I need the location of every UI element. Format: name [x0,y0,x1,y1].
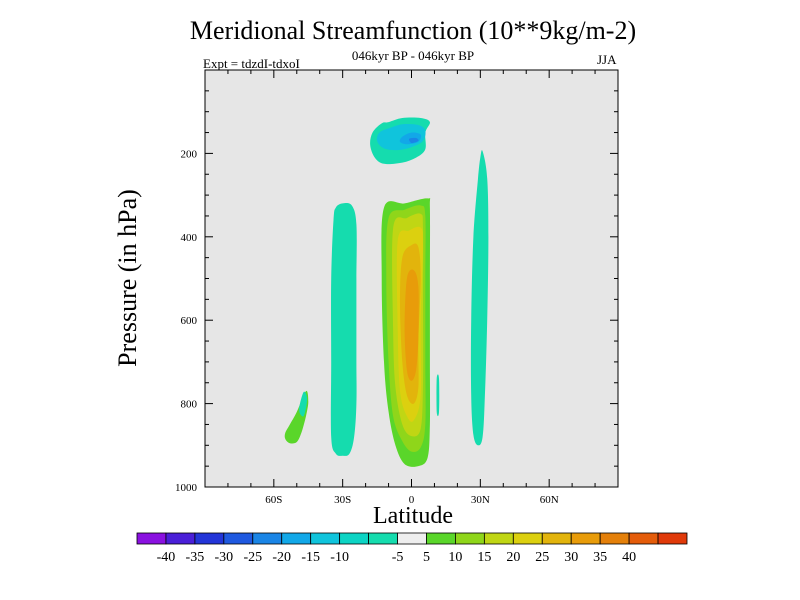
colorbar-swatch [628,532,659,545]
y-tick-label: 200 [181,148,198,160]
x-tick-label: 30S [334,494,351,506]
colorbar-swatch [397,532,427,545]
colorbar-label: 15 [477,550,491,565]
colorbar-swatch [483,532,514,545]
contour-upper-cell-middle [376,123,426,151]
colorbar-label: 10 [448,550,462,565]
colorbar-label: -30 [215,550,234,565]
x-tick-label: 60N [540,494,559,506]
colorbar-label: -20 [272,550,291,565]
colorbar-label: 30 [564,550,578,565]
contour-upper-cell-core [408,137,419,144]
colorbar-swatch [281,532,312,545]
colorbar-swatch [252,532,283,545]
colorbar-swatch [570,532,601,545]
colorbar-swatch [194,532,225,545]
colorbar-swatch [599,532,630,545]
colorbar-label: -40 [157,550,176,565]
colorbar-swatch [339,532,369,545]
axis-ticks: 60S 30S 0 30N 60N 200 400 600 800 1000 [175,70,618,506]
y-tick-label: 1000 [175,482,198,494]
colorbar-label: -10 [330,550,349,565]
chart-title: Meridional Streamfunction (10**9kg/m-2) [189,16,637,45]
x-tick-label: 0 [409,494,415,506]
colorbar-swatch [310,532,341,545]
season-label: JJA [597,52,617,67]
contour-thin-sliver [436,374,440,417]
colorbar-swatch [426,532,456,545]
colorbar-label: 25 [535,550,549,565]
colorbar-label: -15 [301,550,320,565]
colorbar-label: 5 [423,550,430,565]
colorbar: -40 -35 -30 -25 -20 -15 -10 -5 5 10 15 20 25 30 35 40 [136,532,688,565]
colorbar-swatch [223,532,254,545]
y-tick-label: 600 [181,315,198,327]
x-tick-label: 60S [265,494,282,506]
chart-subtitle: 046kyr BP - 046kyr BP [351,48,475,63]
colorbar-swatch [657,532,688,545]
colorbar-swatch [455,532,485,545]
colorbar-label: -35 [186,550,205,565]
y-tick-label: 800 [181,399,198,411]
colorbar-label: -25 [243,550,262,565]
y-tick-label: 400 [181,232,198,244]
colorbar-label: -5 [392,550,404,565]
contour-equatorial-30 [404,269,419,381]
contour-south-teal-strip [299,391,308,417]
colorbar-label: 40 [622,550,636,565]
x-tick-label: 30N [471,494,490,506]
contour-regions [284,117,489,467]
colorbar-label: 20 [506,550,520,565]
colorbar-swatch [165,532,196,545]
colorbar-swatch [512,532,543,545]
colorbar-swatch [136,532,167,545]
contour-north-column [470,150,489,446]
colorbar-swatch [368,532,398,545]
x-axis-label: Latitude [373,503,453,529]
contour-south-column [330,203,357,456]
experiment-label: Expt = tdzdI-tdxoI [203,56,300,71]
colorbar-swatch [541,532,572,545]
colorbar-label: 35 [593,550,607,565]
